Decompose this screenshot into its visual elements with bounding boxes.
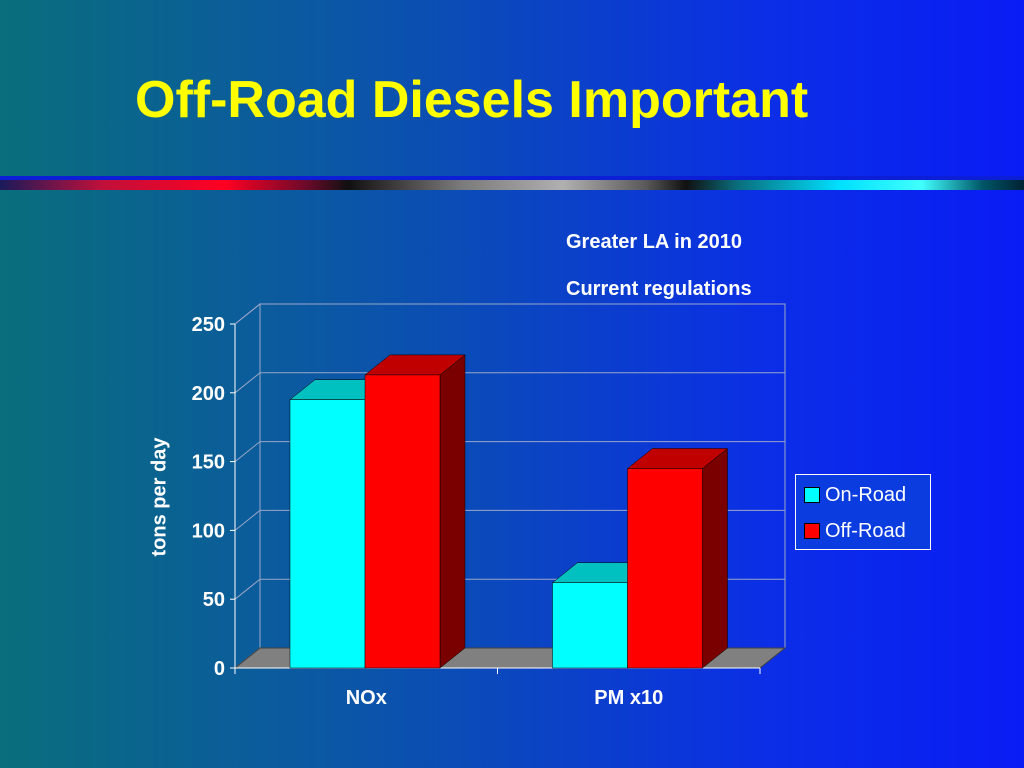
x-tick-label: NOx [346,687,387,709]
chart-subtitle-regulations: Current regulations [566,278,752,300]
gridline-side [234,372,261,394]
legend-label-off-road: Off-Road [825,519,906,542]
legend-item-off-road: Off-Road [804,519,906,543]
gridline-side [234,578,261,600]
bar-side-off-road-pm-x10 [702,447,728,669]
legend-item-on-road: On-Road [804,483,906,507]
y-tick-label: 100 [192,520,225,542]
bar-off-road-nox [364,374,441,669]
gridline-side [234,510,261,531]
y-tick-label: 0 [214,658,225,680]
y-tick-label: 200 [192,383,225,405]
bar-side-off-road-nox [439,354,466,669]
y-tick-label: 50 [203,589,225,611]
y-tick-label: 250 [192,314,225,336]
bar-off-road-pm-x10 [627,468,703,669]
chart-legend: On-Road Off-Road [795,474,931,550]
legend-swatch-off-road [804,523,820,539]
divider-gradient-band [0,180,1024,190]
y-tick-label: 150 [192,452,225,474]
decorative-divider [0,176,1024,190]
gridline-side [234,303,261,325]
gridline-side [234,441,261,462]
chart-subtitle-region: Greater LA in 2010 [566,231,743,253]
slide-title: Off-Road Diesels Important [135,71,809,129]
legend-swatch-on-road [804,487,820,503]
x-tick-label: PM x10 [594,687,663,709]
legend-label-on-road: On-Road [825,483,907,506]
bar-on-road-pm-x10 [552,582,628,669]
bar-on-road-nox [289,399,366,669]
chart-side-wall [234,302,261,670]
divider-top-line [0,176,1024,180]
